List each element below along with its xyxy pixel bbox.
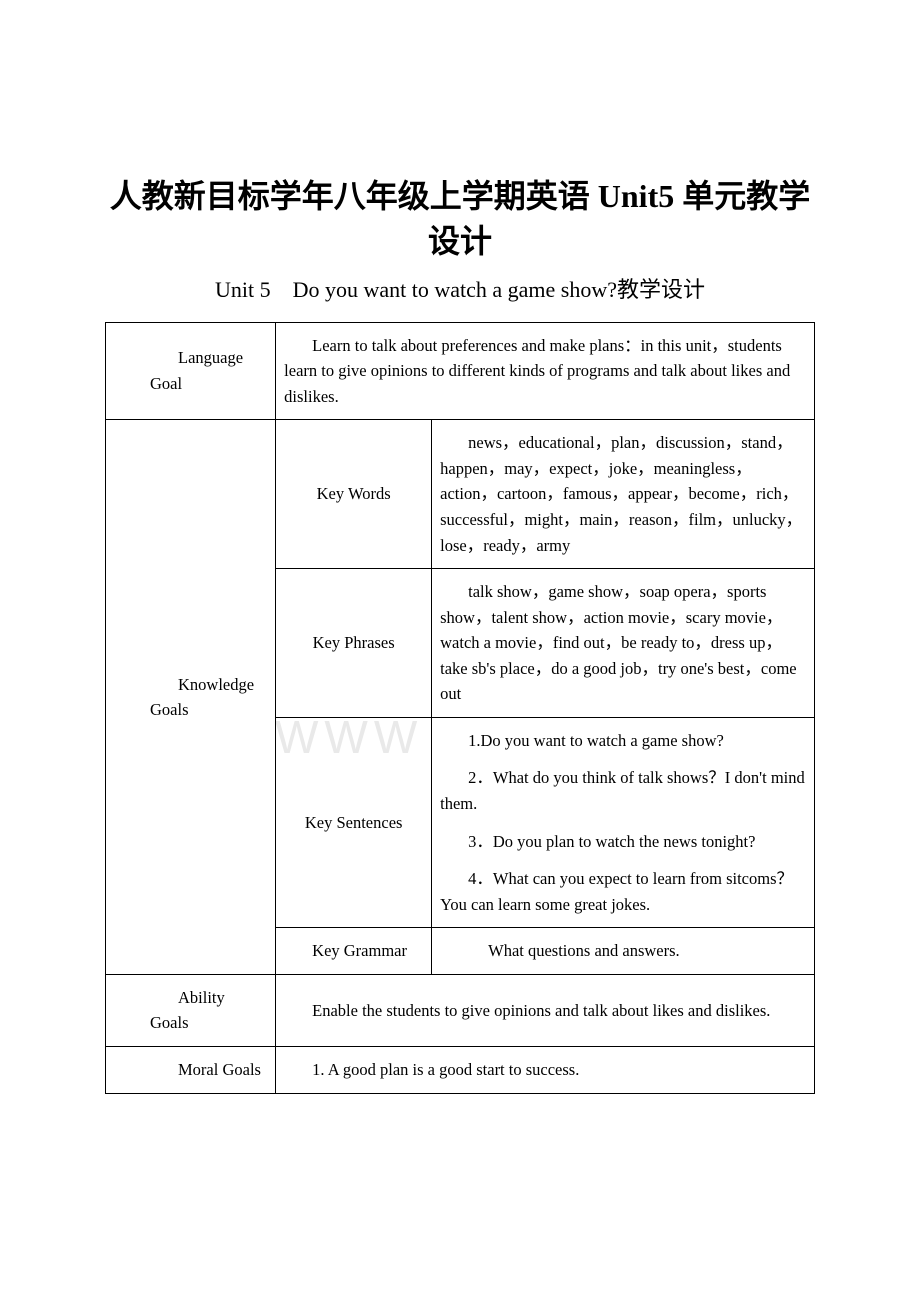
moral-goals-content: 1. A good plan is a good start to succes… [276,1046,815,1093]
key-sentences-label: Key Sentences [276,717,432,927]
key-phrases-label: Key Phrases [276,569,432,718]
table-row: Knowledge Goals Key Words news，education… [106,420,815,569]
table-row: Ability Goals Enable the students to giv… [106,974,815,1046]
key-words-content: news，educational，plan，discussion，stand，h… [432,420,815,569]
ability-goals-label: Ability Goals [106,974,276,1046]
ability-goals-content: Enable the students to give opinions and… [276,974,815,1046]
page-subtitle: Unit 5 Do you want to watch a game show?… [105,272,815,304]
key-grammar-content: What questions and answers. [432,928,815,975]
table-row: Moral Goals 1. A good plan is a good sta… [106,1046,815,1093]
language-goal-label: Language Goal [106,322,276,420]
page-title: 人教新目标学年八年级上学期英语 Unit5 单元教学设计 [105,174,815,264]
key-phrases-content: talk show，game show，soap opera，sports sh… [432,569,815,718]
lesson-plan-table: Language Goal Learn to talk about prefer… [105,322,815,1094]
key-sentences-content: 1.Do you want to watch a game show? 2．Wh… [432,717,815,927]
moral-goals-label: Moral Goals [106,1046,276,1093]
language-goal-content: Learn to talk about preferences and make… [276,322,815,420]
knowledge-goals-label: Knowledge Goals [106,420,276,975]
table-row: Language Goal Learn to talk about prefer… [106,322,815,420]
key-grammar-label: Key Grammar [276,928,432,975]
key-words-label: Key Words [276,420,432,569]
